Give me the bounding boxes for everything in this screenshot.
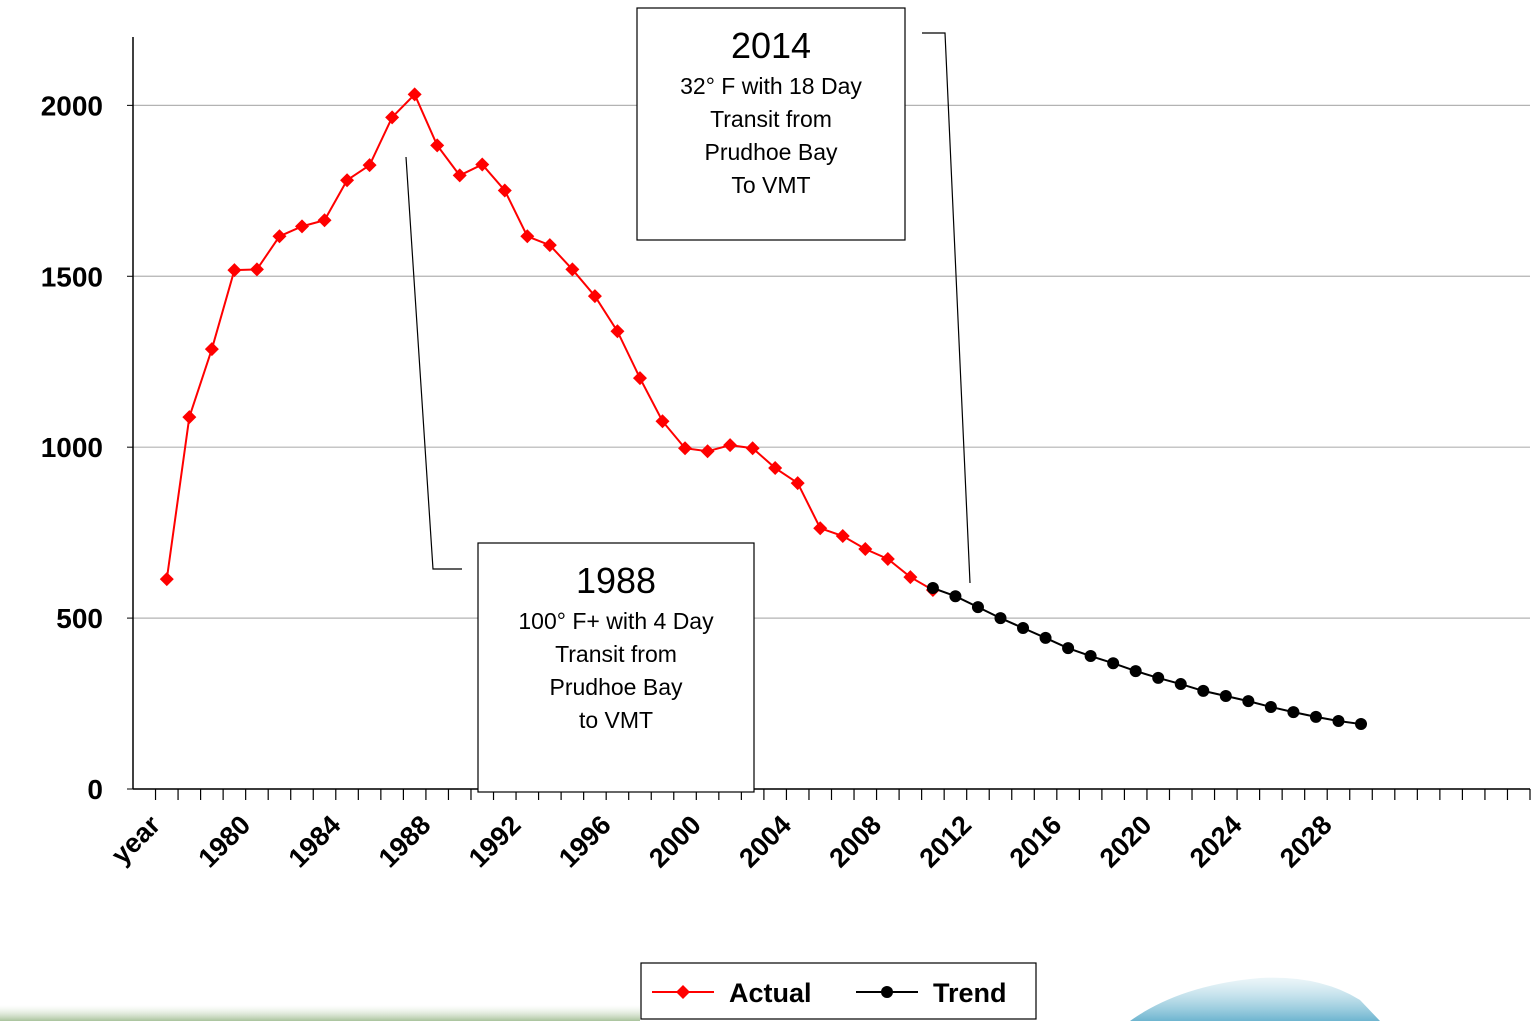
x-tick-label: 2008: [823, 810, 887, 874]
annotation-box: [477, 542, 755, 793]
point: [1039, 631, 1052, 644]
point: [362, 158, 377, 173]
annotation-text: 100° F+ with 4 Day: [518, 608, 714, 634]
point: [768, 461, 783, 476]
background-photo: [1130, 977, 1380, 1021]
annotation-title: 2014: [731, 25, 811, 66]
point: [971, 601, 984, 614]
y-tick-label: 1000: [41, 432, 103, 463]
x-tick-label: 2028: [1274, 810, 1338, 874]
x-tick-label: 2024: [1184, 810, 1248, 874]
series-line: [932, 587, 1362, 726]
point: [159, 572, 174, 587]
point: [204, 342, 219, 357]
point: [880, 551, 895, 566]
legend-label: Actual: [729, 978, 812, 1008]
x-tick-label: 2000: [643, 810, 707, 874]
point: [790, 476, 805, 491]
annotation-text: to VMT: [579, 707, 653, 733]
point: [1174, 678, 1187, 691]
point: [610, 324, 625, 339]
point: [1152, 671, 1165, 684]
point: [520, 229, 535, 244]
x-tick-label: year: [106, 809, 167, 870]
point: [565, 262, 580, 277]
x-tick-label: 1980: [193, 810, 257, 874]
point: [835, 529, 850, 544]
point: [949, 590, 962, 603]
point: [678, 441, 693, 456]
point: [542, 238, 557, 253]
x-tick-label: 1988: [373, 810, 437, 874]
point: [452, 168, 467, 183]
legend-label: Trend: [933, 978, 1007, 1008]
point: [1219, 690, 1232, 703]
point: [1084, 650, 1097, 663]
point: [294, 219, 309, 234]
annotation-text: Prudhoe Bay: [705, 139, 838, 165]
point: [317, 213, 332, 228]
point: [249, 262, 264, 277]
y-tick-label: 500: [56, 603, 103, 634]
point: [1062, 642, 1075, 655]
point: [1129, 665, 1142, 678]
point: [632, 371, 647, 386]
x-tick-label: 1996: [553, 810, 617, 874]
x-tick-label: 2012: [914, 810, 978, 874]
point: [1355, 718, 1368, 731]
annotation-title: 1988: [576, 560, 656, 601]
y-tick-label: 1500: [41, 261, 103, 292]
point: [587, 289, 602, 304]
x-tick-label: 2004: [733, 810, 797, 874]
annotation-text: Transit from: [710, 106, 832, 132]
legend-marker: [881, 986, 893, 998]
point: [1264, 700, 1277, 713]
annotation-text: To VMT: [731, 172, 810, 198]
point: [1287, 706, 1300, 719]
point: [430, 138, 445, 153]
point: [1107, 657, 1120, 670]
point: [994, 612, 1007, 625]
background-photo: [0, 1005, 640, 1021]
point: [1309, 710, 1322, 723]
point: [813, 521, 828, 536]
point: [1017, 622, 1030, 635]
annotation-text: 32° F with 18 Day: [680, 73, 862, 99]
point: [497, 183, 512, 198]
legend-marker: [676, 985, 690, 999]
point: [227, 263, 242, 278]
x-tick-label: 1992: [463, 810, 527, 874]
annotation-box: [636, 7, 906, 241]
leader-line: [405, 156, 462, 570]
point: [745, 441, 760, 456]
y-tick-label: 2000: [41, 90, 103, 121]
point: [385, 110, 400, 125]
point: [182, 410, 197, 425]
point: [858, 542, 873, 557]
point: [1332, 714, 1345, 727]
point: [272, 229, 287, 244]
x-tick-label: 2020: [1094, 810, 1158, 874]
point: [1197, 684, 1210, 697]
y-tick-label: 0: [87, 774, 103, 805]
point: [655, 414, 670, 429]
annotation-text: Prudhoe Bay: [550, 674, 683, 700]
point: [903, 570, 918, 585]
point: [926, 582, 939, 595]
point: [1242, 695, 1255, 708]
point: [407, 87, 422, 102]
point: [723, 438, 738, 453]
annotation-text: Transit from: [555, 641, 677, 667]
x-tick-label: 1984: [283, 810, 347, 874]
leader-line: [922, 32, 971, 584]
point: [475, 157, 490, 172]
x-tick-label: 2016: [1004, 810, 1068, 874]
point: [340, 173, 355, 188]
point: [700, 444, 715, 459]
